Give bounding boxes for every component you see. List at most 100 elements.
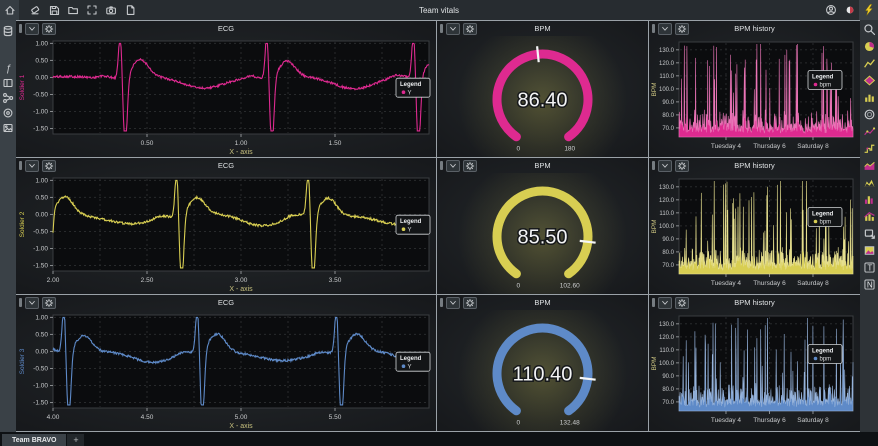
drag-handle[interactable]: [19, 161, 22, 170]
collapse-button[interactable]: [658, 296, 672, 309]
collapse-button[interactable]: [25, 159, 39, 172]
record-status-button[interactable]: [840, 0, 859, 20]
fullscreen-button[interactable]: [82, 0, 101, 20]
svg-text:Saturday 8: Saturday 8: [797, 280, 829, 287]
panel-gauge-soldier-1: BPM 0 180 86.40: [437, 21, 648, 157]
panel-ecg-soldier-1: ECG 1.00 0.50 0.00 -0.50 -1.00 -1.50 0.50 1.00 1…: [16, 21, 436, 157]
svg-text:0.00: 0.00: [35, 75, 48, 82]
scatter-chart-icon[interactable]: [862, 124, 877, 139]
svg-text:85.50: 85.50: [517, 227, 567, 249]
line-chart-icon[interactable]: [862, 56, 877, 71]
collapse-button[interactable]: [658, 22, 672, 35]
home-button[interactable]: [0, 0, 25, 20]
svg-text:ƒ: ƒ: [6, 63, 12, 73]
settings-button[interactable]: [42, 159, 56, 172]
svg-text:110.0: 110.0: [659, 348, 674, 354]
drag-handle[interactable]: [440, 161, 443, 170]
drag-handle[interactable]: [652, 298, 655, 307]
home-icon: [4, 5, 15, 15]
svg-text:100.0: 100.0: [659, 87, 675, 93]
settings-button[interactable]: [463, 296, 477, 309]
drag-handle[interactable]: [440, 24, 443, 33]
top-toolbar: Team vitals: [0, 0, 878, 20]
collapse-button[interactable]: [446, 22, 460, 35]
svg-text:1.50: 1.50: [329, 140, 342, 147]
collapse-button[interactable]: [446, 296, 460, 309]
collapse-button[interactable]: [25, 22, 39, 35]
bpm-history-chart-1[interactable]: 130.0 120.0 110.0 100.0 90.0 80.0 70.0 Tuesday …: [649, 36, 860, 157]
panel-header: ECG: [16, 21, 436, 36]
polar-chart-icon[interactable]: [862, 107, 877, 122]
bpm-history-chart-2[interactable]: 130.0 120.0 110.0 100.0 90.0 80.0 70.0 Tuesday …: [649, 173, 860, 294]
settings-button[interactable]: [42, 22, 56, 35]
svg-text:130.0: 130.0: [659, 48, 675, 54]
collapse-button[interactable]: [25, 296, 39, 309]
svg-text:0.50: 0.50: [35, 332, 48, 339]
svg-text:BPM: BPM: [651, 356, 658, 370]
drag-handle[interactable]: [440, 298, 443, 307]
open-folder-button[interactable]: [63, 0, 82, 20]
settings-button[interactable]: [463, 159, 477, 172]
layout-icon[interactable]: [1, 75, 15, 90]
drag-handle[interactable]: [19, 298, 22, 307]
target-icon[interactable]: [1, 105, 15, 120]
shape-tool-icon[interactable]: [862, 226, 877, 241]
svg-text:100.0: 100.0: [659, 361, 675, 367]
share-icon[interactable]: [1, 90, 15, 105]
collapse-button[interactable]: [658, 159, 672, 172]
svg-text:Tuesday 4: Tuesday 4: [711, 417, 741, 424]
eraser-button[interactable]: [25, 0, 44, 20]
settings-button[interactable]: [675, 296, 689, 309]
settings-button[interactable]: [675, 22, 689, 35]
svg-text:80.0: 80.0: [662, 113, 674, 119]
database-icon[interactable]: [1, 23, 15, 38]
drag-handle[interactable]: [19, 24, 22, 33]
svg-text:1.00: 1.00: [35, 178, 48, 185]
combo-chart-icon[interactable]: [862, 209, 877, 224]
lightning-icon: [864, 4, 873, 16]
save-button[interactable]: [44, 0, 63, 20]
ecg-chart-1[interactable]: 1.00 0.50 0.00 -0.50 -1.00 -1.50 0.50 1.00 1.50 X…: [16, 36, 436, 157]
svg-text:3.00: 3.00: [235, 277, 248, 284]
ecg-chart-2[interactable]: 1.00 0.50 0.00 -0.50 -1.00 -1.50 2.00 2.50 3.00 3…: [16, 173, 436, 294]
lightning-logo-button[interactable]: [859, 0, 878, 20]
account-button[interactable]: [821, 0, 840, 20]
svg-text:4.50: 4.50: [141, 414, 154, 421]
text-tool-icon[interactable]: T: [862, 260, 877, 275]
svg-text:0.50: 0.50: [35, 195, 48, 202]
mountain-chart-icon[interactable]: [862, 175, 877, 190]
bpm-gauge-3[interactable]: 0 132.48 110.40: [437, 310, 648, 431]
bar-chart-icon[interactable]: [862, 90, 877, 105]
save-icon: [49, 5, 59, 16]
image-icon[interactable]: [1, 120, 15, 135]
svg-text:90.0: 90.0: [662, 237, 674, 243]
svg-text:-0.50: -0.50: [33, 366, 48, 373]
file-icon: [126, 5, 134, 15]
drag-handle[interactable]: [652, 161, 655, 170]
add-tab-button[interactable]: +: [67, 434, 85, 446]
search-icon[interactable]: [862, 22, 877, 37]
settings-button[interactable]: [463, 22, 477, 35]
numeric-tool-icon[interactable]: N: [862, 277, 877, 292]
function-icon[interactable]: ƒ: [1, 60, 15, 75]
svg-text:Soldier 3: Soldier 3: [19, 348, 26, 374]
ecg-chart-3[interactable]: 1.00 0.50 0.00 -0.50 -1.00 -1.50 4.00 4.50 5.00 5…: [16, 310, 436, 431]
bpm-history-chart-3[interactable]: 130.0 120.0 110.0 100.0 90.0 80.0 70.0 Tuesday …: [649, 310, 860, 431]
bpm-gauge-1[interactable]: 0 180 86.40: [437, 36, 648, 157]
collapse-button[interactable]: [446, 159, 460, 172]
surface-chart-icon[interactable]: [862, 73, 877, 88]
export-file-button[interactable]: [120, 0, 139, 20]
settings-button[interactable]: [675, 159, 689, 172]
area-chart-icon[interactable]: [862, 158, 877, 173]
settings-button[interactable]: [42, 296, 56, 309]
svg-text:Legend: Legend: [400, 219, 422, 225]
step-chart-icon[interactable]: [862, 141, 877, 156]
screenshot-button[interactable]: [101, 0, 120, 20]
pie-chart-icon[interactable]: [862, 39, 877, 54]
drag-handle[interactable]: [652, 24, 655, 33]
histogram-chart-icon[interactable]: [862, 192, 877, 207]
image-tool-icon[interactable]: [862, 243, 877, 258]
panel-history-soldier-2: BPM history 130.0 120.0 110.0 100.0 90.0 80.0…: [649, 158, 860, 294]
tab-team-bravo[interactable]: Team BRAVO: [2, 434, 67, 446]
bpm-gauge-2[interactable]: 0 102.60 85.50: [437, 173, 648, 294]
